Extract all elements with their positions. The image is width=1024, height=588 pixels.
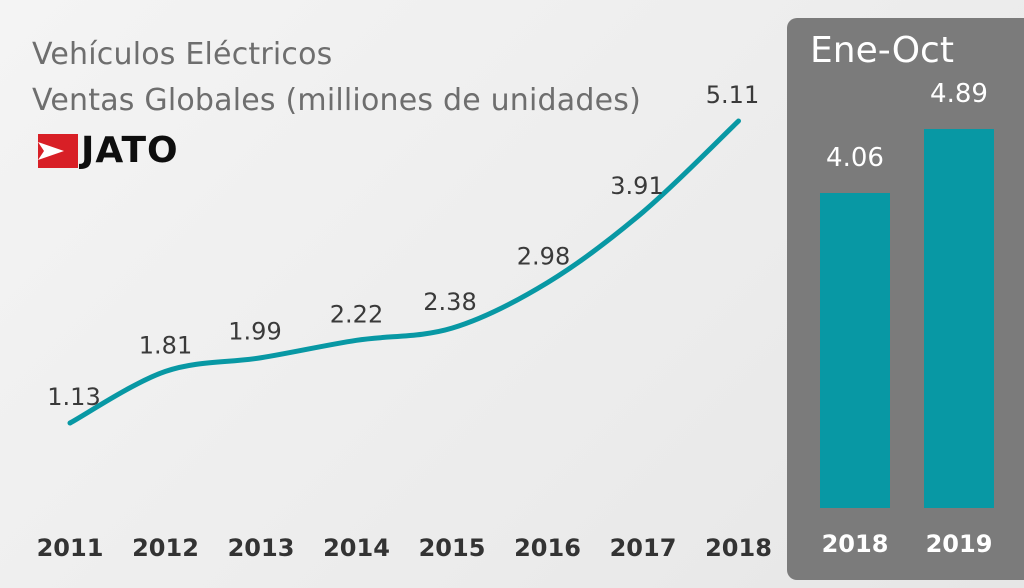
bar: [924, 129, 994, 508]
jato-logo: JATO: [38, 130, 179, 171]
line-chart: 1.13 1.81 1.99 2.22 2.38 2.98 3.91 5.11 2011 2012…: [37, 81, 772, 562]
x-tick-label: 2013: [228, 534, 295, 562]
panel-title: Ene-Oct: [810, 30, 954, 71]
chart-title-line1: Vehículos Eléctricos: [32, 37, 333, 72]
x-tick-label: 2014: [323, 534, 390, 562]
chart-title: Vehículos Eléctricos Ventas Globales (mi…: [32, 32, 641, 124]
data-label: 2.38: [423, 288, 476, 316]
bar-value-label: 4.06: [826, 143, 884, 174]
x-tick-label: 2015: [419, 534, 486, 562]
data-label: 3.91: [610, 172, 663, 200]
x-tick-label: 2017: [610, 534, 677, 562]
x-tick-label: 2012: [132, 534, 199, 562]
data-label: 5.11: [706, 81, 759, 109]
data-label: 2.22: [330, 300, 383, 328]
data-label: 1.81: [139, 331, 192, 359]
bar-category-label: 2019: [925, 530, 993, 558]
logo-text: JATO: [81, 130, 179, 171]
series-line: [67, 118, 741, 426]
data-label: 1.13: [47, 383, 100, 411]
bar: [820, 193, 890, 508]
chart-title-line2: Ventas Globales (milliones de unidades): [32, 83, 642, 118]
jato-logo-mark-icon: [38, 134, 78, 168]
data-label: 1.99: [228, 318, 281, 346]
x-tick-label: 2018: [705, 534, 772, 562]
x-tick-label: 2011: [37, 534, 104, 562]
data-label: 2.98: [517, 243, 570, 271]
x-tick-label: 2016: [514, 534, 581, 562]
bar-value-label: 4.89: [930, 79, 988, 109]
bar-category-label: 2018: [821, 530, 889, 558]
